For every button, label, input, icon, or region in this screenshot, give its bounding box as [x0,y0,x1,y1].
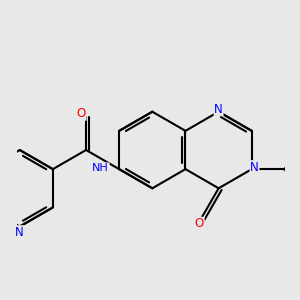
Text: N: N [214,103,223,116]
Text: N: N [15,226,24,239]
Text: NH: NH [92,163,109,173]
Text: O: O [77,107,86,120]
Text: O: O [195,218,204,230]
Text: N: N [250,161,259,174]
